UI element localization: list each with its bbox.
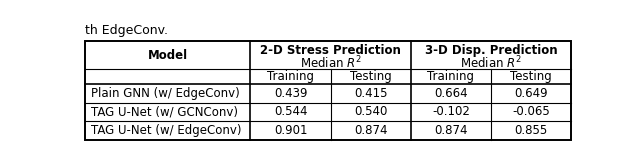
Text: Median $R^2$: Median $R^2$	[300, 55, 362, 71]
Text: 0.874: 0.874	[434, 124, 468, 137]
Text: Testing: Testing	[510, 70, 552, 83]
Text: 0.415: 0.415	[354, 87, 387, 100]
Text: 0.649: 0.649	[514, 87, 548, 100]
Text: 0.439: 0.439	[274, 87, 307, 100]
Text: Training: Training	[428, 70, 474, 83]
Text: 0.544: 0.544	[274, 105, 307, 118]
Text: Median $R^2$: Median $R^2$	[460, 55, 522, 71]
Text: Training: Training	[267, 70, 314, 83]
Text: 0.855: 0.855	[515, 124, 548, 137]
Text: Plain GNN (w/ EdgeConv): Plain GNN (w/ EdgeConv)	[91, 87, 239, 100]
Text: -0.065: -0.065	[512, 105, 550, 118]
Text: 3-D Disp. Prediction: 3-D Disp. Prediction	[424, 44, 557, 57]
Text: TAG U-Net (w/ EdgeConv): TAG U-Net (w/ EdgeConv)	[91, 124, 241, 137]
Text: Testing: Testing	[350, 70, 392, 83]
Text: 0.664: 0.664	[434, 87, 468, 100]
Text: th EdgeConv.: th EdgeConv.	[85, 24, 168, 37]
Text: 0.901: 0.901	[274, 124, 307, 137]
Text: 0.874: 0.874	[354, 124, 387, 137]
Text: 0.540: 0.540	[354, 105, 387, 118]
Text: -0.102: -0.102	[432, 105, 470, 118]
Bar	[85, 41, 571, 140]
Text: 2-D Stress Prediction: 2-D Stress Prediction	[260, 44, 401, 57]
Text: TAG U-Net (w/ GCNConv): TAG U-Net (w/ GCNConv)	[91, 105, 238, 118]
Text: Model: Model	[148, 48, 188, 62]
